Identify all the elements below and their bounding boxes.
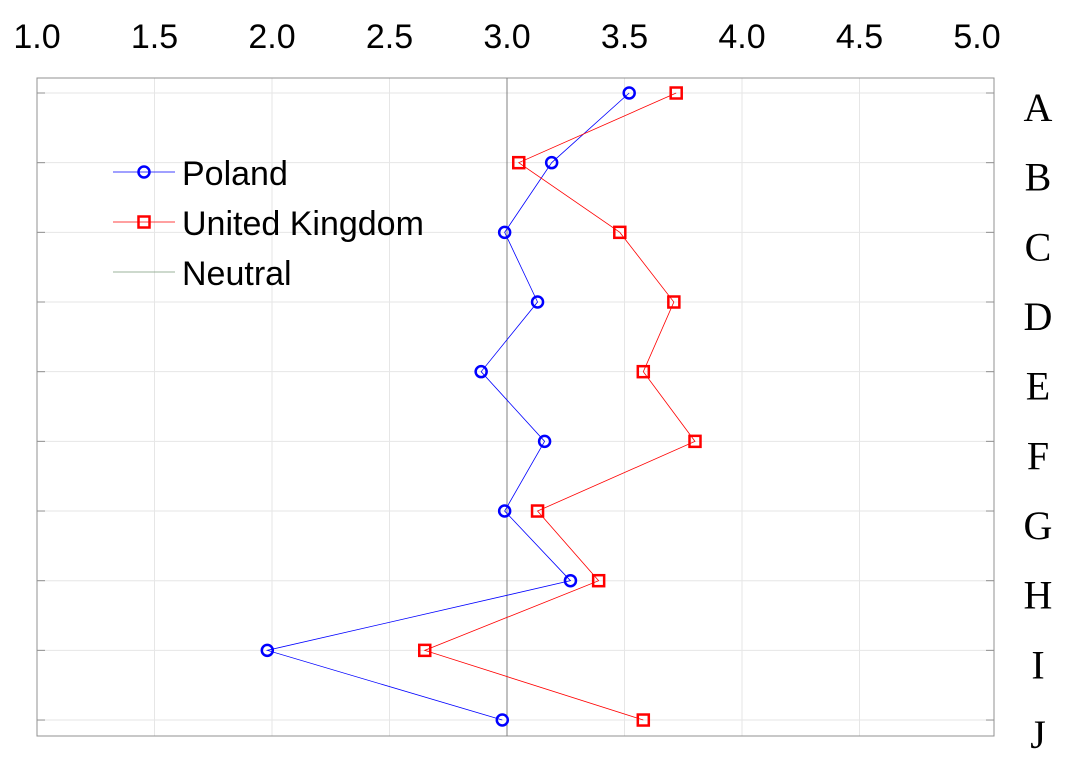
point-poland	[622, 86, 636, 100]
series-line-united-kingdom	[423, 92, 696, 721]
category-label-d: D	[1024, 294, 1053, 339]
point-poland	[474, 364, 488, 379]
plot-frame	[36, 77, 995, 737]
category-label-c: C	[1025, 224, 1052, 269]
category-label-h: H	[1024, 573, 1053, 618]
grid-layer	[37, 78, 994, 736]
legend-label-united-kingdom: United Kingdom	[182, 205, 424, 243]
x-tick-label: 5.0	[953, 18, 1000, 56]
category-label-g: G	[1024, 503, 1053, 548]
legend-entry-united-kingdom: United Kingdom	[113, 205, 424, 243]
category-label-f: F	[1027, 433, 1049, 478]
point-poland	[563, 573, 578, 588]
point-poland	[497, 225, 512, 240]
point-poland	[530, 295, 545, 309]
x-tick-label: 2.5	[366, 18, 413, 56]
point-poland	[497, 504, 512, 518]
legend-entry-neutral: Neutral	[113, 255, 292, 293]
point-united-kingdom	[591, 573, 606, 588]
point-united-kingdom	[688, 434, 702, 449]
series-line-poland	[265, 92, 630, 721]
point-united-kingdom	[636, 364, 651, 379]
x-tick-label: 4.5	[836, 18, 883, 56]
x-tick-label: 2.0	[248, 18, 295, 56]
legend-marker-poland	[137, 165, 151, 179]
category-label-b: B	[1025, 155, 1052, 200]
point-united-kingdom	[636, 713, 651, 727]
x-tick-label: 1.0	[13, 18, 60, 56]
category-label-i: I	[1031, 642, 1044, 687]
category-label-j: J	[1030, 712, 1046, 757]
point-poland	[495, 713, 510, 727]
x-tick-label: 4.0	[718, 18, 765, 56]
point-united-kingdom	[613, 225, 627, 240]
point-poland	[537, 434, 552, 449]
series-layer	[260, 86, 702, 727]
legend-marker-united-kingdom	[137, 215, 151, 229]
point-united-kingdom	[667, 295, 681, 309]
legend-entry-poland: Poland	[113, 155, 288, 193]
x-tick-label: 3.5	[601, 18, 648, 56]
x-tick-label: 1.5	[131, 18, 178, 56]
x-axis-ticks: 1.0 1.5 2.0 2.5 3.0 3.5 4.0 4.5 5.0	[13, 18, 1000, 56]
category-label-a: A	[1024, 85, 1053, 130]
category-label-e: E	[1026, 364, 1050, 409]
legend: Poland United Kingdom Neutral	[113, 155, 424, 293]
point-united-kingdom	[530, 504, 545, 518]
legend-label-neutral: Neutral	[182, 255, 292, 293]
point-poland	[260, 643, 275, 658]
x-tick-label: 3.0	[483, 18, 530, 56]
point-poland	[544, 155, 559, 170]
legend-label-poland: Poland	[182, 155, 288, 193]
point-united-kingdom	[669, 86, 683, 100]
point-united-kingdom	[512, 155, 526, 170]
point-united-kingdom	[418, 643, 432, 658]
